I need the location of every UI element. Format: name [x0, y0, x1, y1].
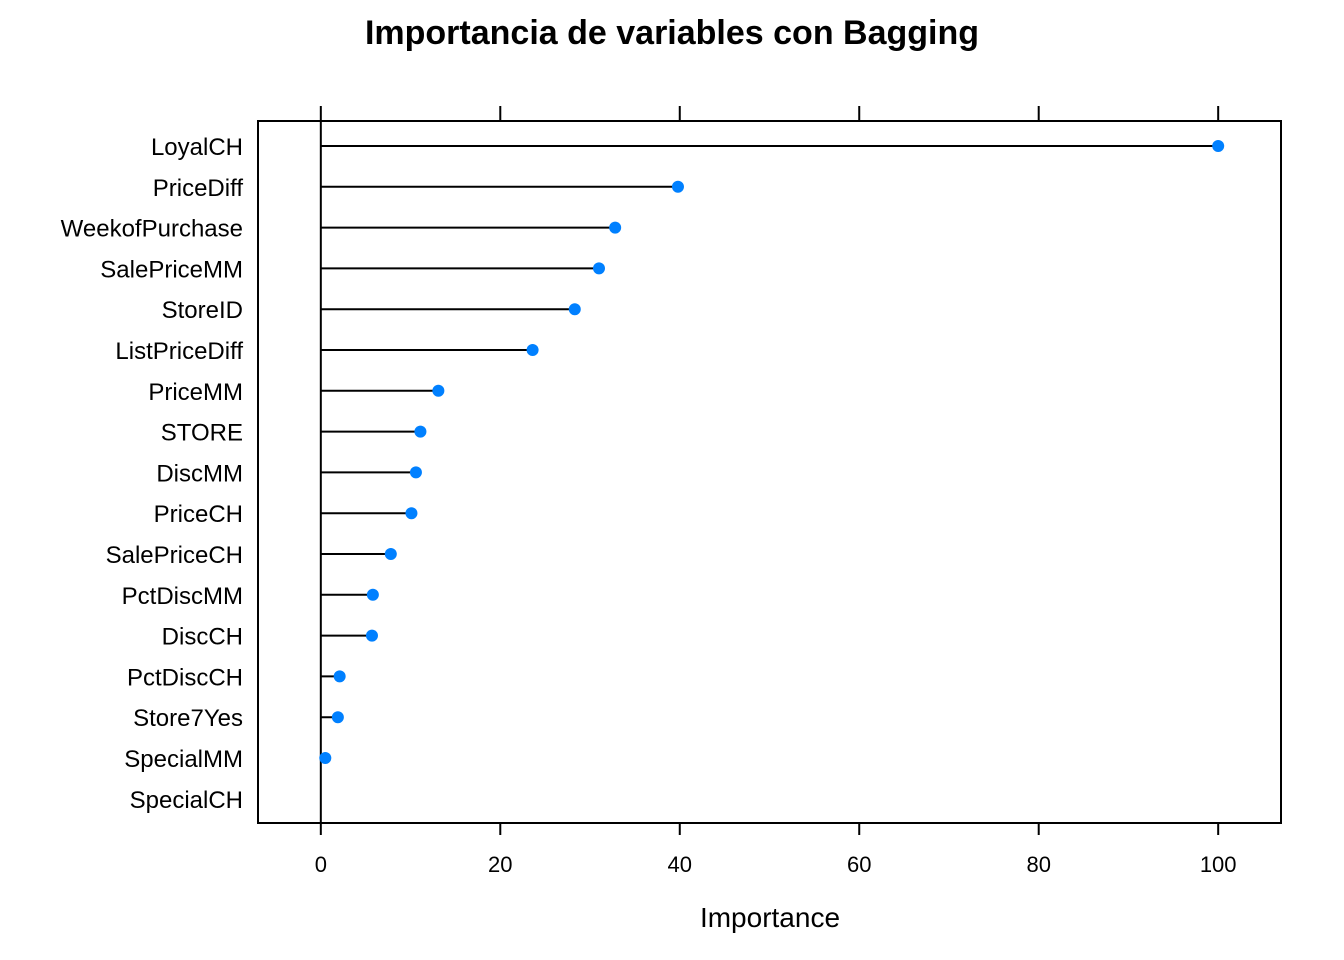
x-tick-label: 0 [315, 852, 327, 877]
x-axis-label: Importance [700, 902, 840, 933]
category-label: DiscCH [162, 624, 243, 651]
category-labels: LoyalCH PriceDiff WeekofPurchase SalePriceM… [61, 134, 244, 814]
data-point [365, 629, 378, 642]
x-tick-label: 100 [1200, 852, 1237, 877]
chart-title: Importancia de variables con Bagging [365, 14, 979, 52]
data-point [568, 303, 581, 316]
data-point [593, 262, 605, 275]
data-point [409, 466, 422, 479]
category-label: StoreID [162, 297, 243, 324]
x-tick-label: 20 [488, 852, 512, 877]
category-label: ListPriceDiff [115, 338, 243, 365]
data-point [319, 752, 332, 764]
x-tick-label: 40 [668, 852, 692, 877]
category-label: STORE [161, 420, 243, 447]
category-label: Store7Yes [133, 705, 243, 732]
data-point [331, 711, 344, 724]
data-point [333, 670, 346, 683]
data-point [671, 180, 684, 193]
category-label: PctDiscMM [122, 583, 243, 610]
lollipop-points [319, 140, 1225, 764]
data-point [384, 548, 397, 560]
data-point [609, 221, 622, 234]
category-label: PriceMM [148, 379, 243, 406]
data-point [414, 425, 427, 438]
x-tick-label: 80 [1026, 852, 1050, 877]
category-label: SpecialMM [124, 746, 243, 773]
category-label: PriceDiff [153, 175, 244, 202]
axis-ticks: 0 20 40 60 80 100 [315, 106, 1237, 877]
data-point [366, 588, 379, 601]
category-label: PriceCH [154, 501, 243, 528]
data-point [526, 344, 539, 356]
x-tick-label: 60 [847, 852, 871, 877]
lollipop-stems [320, 145, 1219, 759]
data-point [1212, 140, 1225, 152]
category-label: SalePriceCH [106, 542, 243, 569]
category-label: SalePriceMM [100, 256, 243, 283]
category-label: DiscMM [156, 460, 243, 487]
category-label: PctDiscCH [127, 664, 243, 691]
plot-frame [257, 120, 1282, 824]
data-point [432, 384, 445, 397]
data-point [405, 507, 418, 520]
category-label: SpecialCH [130, 787, 243, 814]
category-label: WeekofPurchase [61, 216, 243, 243]
category-label: LoyalCH [151, 134, 243, 161]
